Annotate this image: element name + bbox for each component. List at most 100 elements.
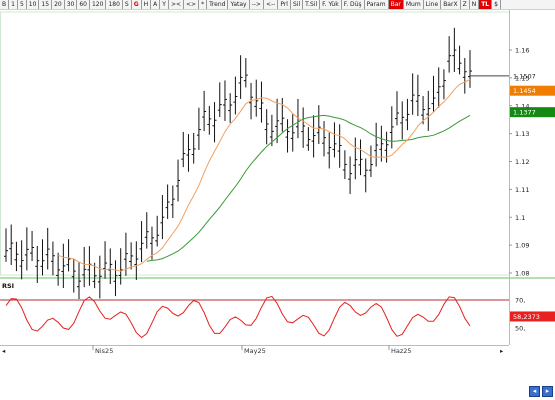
- toolbar-button[interactable]: 180: [106, 0, 123, 9]
- toolbar-button[interactable]: Y: [160, 0, 169, 9]
- date-label: May25: [244, 347, 266, 355]
- toolbar-button[interactable]: -->: [250, 0, 264, 9]
- price-bar: [452, 27, 457, 72]
- price-bar: [410, 73, 415, 115]
- toolbar-button[interactable]: T.Sil: [303, 0, 321, 9]
- ma-slow-value: 1.1377: [513, 109, 536, 117]
- price-bar: [165, 184, 170, 219]
- scroll-left-arrow-icon[interactable]: ◂: [2, 347, 6, 355]
- toolbar-button[interactable]: Param: [365, 0, 389, 9]
- price-bar: [30, 230, 35, 262]
- price-bar: [50, 241, 55, 276]
- price-bar: [415, 74, 420, 117]
- price-bar: [405, 98, 410, 131]
- toolbar-button[interactable]: B: [0, 0, 10, 9]
- price-bar: [275, 98, 280, 144]
- toolbar-button[interactable]: 120: [90, 0, 107, 9]
- price-bar: [108, 248, 113, 285]
- price-bar: [71, 259, 76, 293]
- rsi-badge: 58,2373: [510, 311, 555, 322]
- toolbar-button[interactable]: Line: [424, 0, 442, 9]
- toolbar-button[interactable]: A: [151, 0, 161, 9]
- toolbar-button[interactable]: $: [492, 0, 501, 9]
- price-bar: [436, 67, 441, 108]
- toolbar-button[interactable]: Z: [461, 0, 470, 9]
- price-bar: [139, 221, 144, 263]
- price-bar: [342, 150, 347, 180]
- toolbar-button[interactable]: 20: [52, 0, 65, 9]
- price-bar: [176, 159, 181, 202]
- zoom-out-icon[interactable]: ◂: [529, 386, 540, 397]
- price-bar: [155, 215, 160, 247]
- zoom-in-icon[interactable]: ▸: [542, 386, 553, 397]
- price-bar: [311, 115, 316, 158]
- toolbar-button[interactable]: *: [199, 0, 208, 9]
- price-bar: [379, 125, 384, 162]
- ma-slow-badge: 1.1377: [510, 107, 555, 118]
- price-bar: [92, 262, 97, 289]
- toolbar-button[interactable]: TL: [479, 0, 493, 9]
- toolbar-button[interactable]: 60: [77, 0, 90, 9]
- toolbar-button[interactable]: <--: [264, 0, 279, 9]
- toolbar-button[interactable]: Mum: [404, 0, 424, 9]
- price-bar: [9, 224, 14, 265]
- price-bar: [348, 156, 353, 195]
- toolbar-button[interactable]: Trend: [207, 0, 229, 9]
- date-label: Nis25: [95, 347, 113, 355]
- price-tick-label: 1.16: [515, 47, 529, 55]
- price-bar: [160, 194, 165, 240]
- toolbar-button[interactable]: F. Düş: [342, 0, 365, 9]
- toolbar-button[interactable]: F. Yük: [320, 0, 342, 9]
- price-tick-label: 1.08: [515, 270, 529, 278]
- price-bar: [327, 132, 332, 169]
- toolbar-button[interactable]: Sil: [291, 0, 304, 9]
- toolbar-button[interactable]: 15: [39, 0, 53, 9]
- toolbar-button[interactable]: S: [123, 0, 132, 9]
- price-tick-label: 1.13: [515, 130, 529, 138]
- rsi-tick-label: 50,: [515, 325, 525, 333]
- toolbar-button[interactable]: 5: [18, 0, 27, 9]
- price-bar: [14, 241, 19, 272]
- price-bar: [149, 226, 154, 260]
- price-bar: [468, 50, 472, 88]
- toolbar-button[interactable]: 30: [65, 0, 78, 9]
- rsi-tick-label: 70,: [515, 297, 525, 305]
- price-bar: [400, 101, 405, 140]
- price-bar: [61, 243, 66, 289]
- toolbar-button[interactable]: N: [470, 0, 480, 9]
- price-bar: [118, 248, 123, 285]
- toolbar-button[interactable]: 1: [9, 0, 18, 9]
- price-bar: [207, 105, 212, 135]
- toolbar-button[interactable]: BarX: [441, 0, 461, 9]
- price-axis: 1.16 1.15 1.14 1.13 1.12 1.11 1.1 1.09 1.08: [509, 47, 529, 278]
- toolbar-button[interactable]: Prl: [278, 0, 291, 9]
- date-axis: Nis25 May25 Haz25: [92, 345, 412, 355]
- rsi-title: RSI: [2, 282, 14, 290]
- price-bar: [280, 97, 285, 132]
- price-bar: [113, 260, 118, 297]
- price-bar: [316, 105, 321, 145]
- price-bar: [395, 91, 400, 126]
- price-bar: [222, 80, 227, 121]
- toolbar-button[interactable]: 10: [27, 0, 40, 9]
- toolbar-button[interactable]: Yatay: [228, 0, 250, 9]
- price-bar: [259, 81, 264, 123]
- scroll-right-arrow-icon[interactable]: ▸: [500, 347, 504, 355]
- price-bar: [45, 227, 50, 270]
- price-bar: [66, 239, 71, 272]
- toolbar-button[interactable]: Bar: [388, 0, 404, 9]
- chart-canvas[interactable]: 1.16 1.15 1.14 1.13 1.12 1.11 1.1 1.09 1.08 1.15…: [0, 10, 555, 400]
- price-tick-label: 1.15: [515, 74, 529, 82]
- toolbar-button[interactable]: G: [132, 0, 142, 9]
- price-bar: [76, 262, 81, 300]
- price-bar: [332, 122, 337, 158]
- price-bar: [170, 185, 175, 218]
- price-bar: [56, 252, 61, 286]
- toolbar-button[interactable]: H: [142, 0, 152, 9]
- toolbar-button[interactable]: ><: [169, 0, 184, 9]
- price-bar: [353, 137, 358, 180]
- price-tick-label: 1.11: [515, 186, 529, 194]
- toolbar-button[interactable]: <>: [184, 0, 200, 9]
- current-price-label: 1.1507: [513, 72, 536, 80]
